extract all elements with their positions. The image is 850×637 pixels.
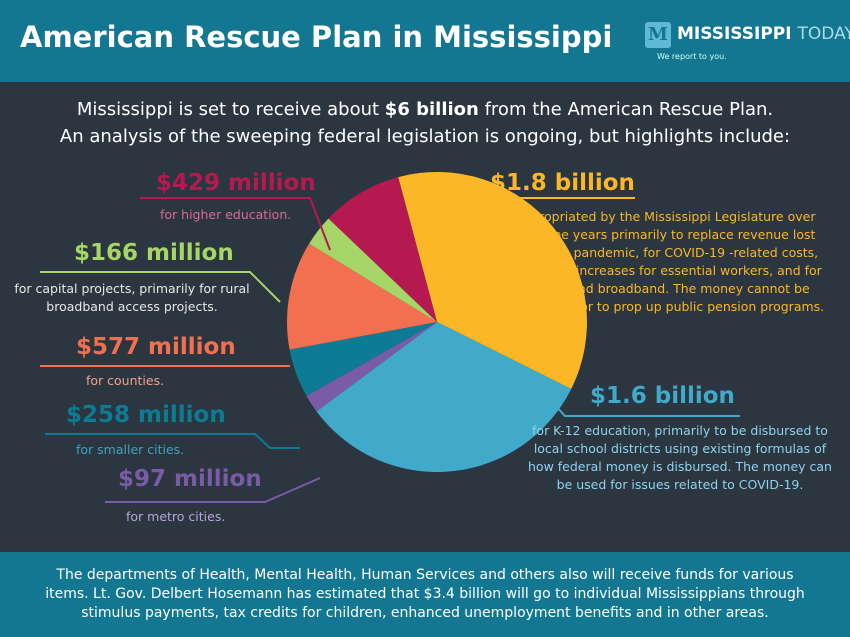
intro-line: Mississippi is set to receive about $6 b… — [0, 96, 850, 123]
logo-mark: M — [645, 22, 671, 48]
slice-description: for smaller cities. — [76, 442, 185, 457]
pie-slice — [328, 177, 437, 322]
slice-description: for capital projects, primarily for rura… — [14, 281, 250, 314]
pie-slice — [316, 322, 572, 472]
pie-slice — [309, 218, 437, 322]
leader-line — [554, 404, 740, 417]
pie-slice — [287, 243, 437, 350]
intro-text: from the American Rescue Plan. — [484, 99, 774, 120]
pie-slice — [398, 172, 588, 389]
slice-description: to be appropriated by the Mississippi Le… — [470, 209, 825, 314]
leader-line — [140, 197, 331, 251]
leader-line — [105, 477, 321, 503]
value-label: $166 million — [74, 240, 234, 266]
slice-description: for K-12 education, primarily to be disb… — [528, 423, 832, 492]
logo-tagline: We report to you. — [657, 52, 727, 61]
slice-description: for counties. — [86, 373, 165, 388]
footer: The departments of Health, Mental Health… — [0, 552, 850, 637]
intro-line: An analysis of the sweeping federal legi… — [59, 126, 791, 147]
intro-bold: $6 billion — [384, 99, 479, 120]
slice-description: for metro cities. — [126, 509, 226, 524]
slice-description: for higher education. — [160, 207, 292, 222]
value-label: $1.8 billion — [490, 170, 635, 196]
value-label: $1.6 billion — [590, 383, 735, 409]
intro: Mississippi is set to receive about $6 b… — [0, 96, 850, 150]
intro-text: Mississippi is set to receive about — [76, 99, 380, 120]
value-label: $429 million — [156, 170, 316, 196]
leader-line — [40, 271, 281, 303]
logo-name: MISSISSIPPI TODAY — [677, 24, 850, 44]
title: American Rescue Plan in Mississippi — [20, 20, 613, 54]
leader-line — [461, 197, 635, 223]
logo-name-1: MISSISSIPPI — [677, 24, 792, 44]
header: American Rescue Plan in Mississippi M MI… — [0, 0, 850, 82]
pie-slice — [289, 322, 437, 396]
leader-line — [45, 433, 300, 449]
value-label: $97 million — [118, 466, 262, 492]
logo-name-2: TODAY — [797, 24, 850, 44]
value-label: $577 million — [76, 334, 236, 360]
pie-slice — [306, 322, 437, 412]
footer-note: The departments of Health, Mental Health… — [45, 567, 805, 621]
value-label: $258 million — [66, 402, 226, 428]
